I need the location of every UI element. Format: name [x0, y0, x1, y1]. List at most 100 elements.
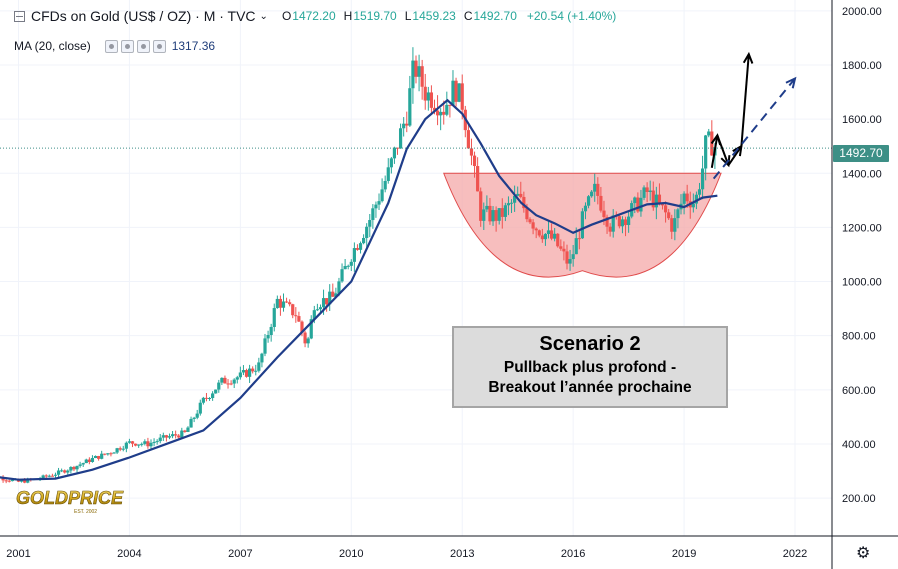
low-value: 1459.23 — [412, 9, 456, 23]
candle-body — [528, 219, 532, 223]
price-candles — [1, 47, 717, 484]
y-tick-label: 1600.00 — [842, 114, 882, 126]
candle-body — [568, 259, 572, 264]
candle-body — [451, 80, 455, 106]
candle-body — [93, 455, 98, 459]
candle-body — [482, 209, 486, 221]
candle-body — [260, 353, 264, 363]
visibility-icon[interactable] — [104, 39, 118, 53]
candle-body — [7, 480, 11, 482]
scenario-line-1: Pullback plus profond - — [503, 359, 677, 376]
candle-body — [531, 222, 535, 229]
candle-body — [513, 195, 517, 203]
x-tick-label: 2013 — [450, 548, 474, 560]
candle-body — [72, 466, 76, 470]
candle-body — [667, 212, 671, 219]
candle-body — [164, 435, 168, 438]
candle-body — [442, 111, 446, 115]
x-tick-label: 2004 — [117, 548, 141, 560]
candle-body — [565, 251, 569, 264]
candle-body — [100, 453, 104, 459]
candle-body — [137, 444, 141, 446]
candle-body — [106, 453, 110, 455]
candle-body — [297, 316, 301, 322]
remove-icon[interactable] — [136, 39, 150, 53]
candle-body — [611, 215, 615, 232]
candle-body — [300, 321, 304, 333]
y-tick-label: 400.00 — [842, 439, 876, 451]
settings-icon[interactable] — [120, 39, 134, 53]
candle-body — [60, 470, 64, 472]
chevron-down-icon[interactable]: ⌄ — [259, 10, 268, 22]
svg-text:EST. 2002: EST. 2002 — [74, 509, 97, 515]
candle-body — [195, 413, 199, 418]
candle-body — [704, 135, 708, 169]
x-tick-label: 2001 — [6, 548, 30, 560]
candle-body — [229, 383, 233, 385]
candle-body — [574, 238, 578, 255]
x-tick-label: 2010 — [339, 548, 363, 560]
candle-body — [44, 475, 48, 477]
candle-body — [460, 83, 464, 110]
indicator-legend: MA (20, close) 1317.36 — [14, 39, 215, 53]
x-tick-label: 2022 — [783, 548, 807, 560]
candle-body — [543, 233, 548, 240]
candle-body — [405, 123, 409, 126]
candle-body — [241, 370, 246, 373]
y-tick-label: 800.00 — [842, 331, 876, 343]
candle-body — [516, 193, 520, 196]
symbol-title[interactable]: CFDs on Gold (US$ / OZ) · M · TVC — [31, 8, 256, 24]
candle-body — [627, 216, 631, 226]
arrow-shaft — [716, 135, 730, 166]
candle-body — [395, 147, 400, 149]
open-value: 1472.20 — [292, 9, 336, 23]
candle-body — [226, 383, 230, 385]
candle-body — [445, 104, 449, 115]
candle-body — [534, 228, 538, 231]
change-value: +20.54 (+1.40%) — [526, 9, 617, 23]
candle-body — [553, 233, 557, 239]
y-tick-label: 2000.00 — [842, 6, 882, 18]
chart-header: CFDs on Gold (US$ / OZ) · M · TVC ⌄ O 147… — [14, 8, 616, 24]
candle-body — [244, 370, 249, 377]
candle-body — [140, 443, 144, 445]
candle-body — [682, 193, 686, 204]
candle-body — [312, 310, 316, 320]
candle-body — [112, 452, 116, 454]
candle-body — [423, 86, 427, 101]
candle-body — [291, 304, 295, 316]
candle-body — [23, 480, 27, 483]
indicator-label[interactable]: MA (20, close) — [14, 39, 91, 53]
candle-body — [408, 88, 412, 126]
candle-body — [288, 302, 292, 305]
candle-body — [343, 266, 347, 270]
candle-body — [380, 189, 384, 202]
candle-body — [143, 441, 147, 444]
candle-body — [639, 197, 643, 212]
candle-body — [651, 190, 655, 208]
candle-body — [87, 459, 91, 462]
y-tick-label: 1200.00 — [842, 222, 882, 234]
more-icon[interactable] — [152, 39, 166, 53]
candle-body — [352, 248, 356, 262]
candle-body — [133, 443, 138, 446]
candle-body — [411, 60, 415, 89]
candle-body — [590, 191, 594, 197]
scenario-arrows — [710, 51, 754, 169]
candle-body — [602, 210, 606, 218]
candle-body — [700, 168, 705, 190]
collapse-icon[interactable] — [14, 10, 25, 22]
candle-body — [328, 291, 332, 305]
candle-body — [349, 261, 353, 266]
y-tick-label: 600.00 — [842, 385, 876, 397]
candle-body — [676, 209, 680, 219]
gear-icon[interactable]: ⚙ — [856, 545, 871, 562]
candle-body — [130, 441, 135, 444]
candle-body — [235, 377, 239, 380]
candle-body — [469, 148, 474, 156]
candle-body — [417, 66, 421, 77]
candle-body — [84, 459, 88, 464]
candle-body — [53, 474, 58, 476]
candle-body — [201, 397, 205, 403]
